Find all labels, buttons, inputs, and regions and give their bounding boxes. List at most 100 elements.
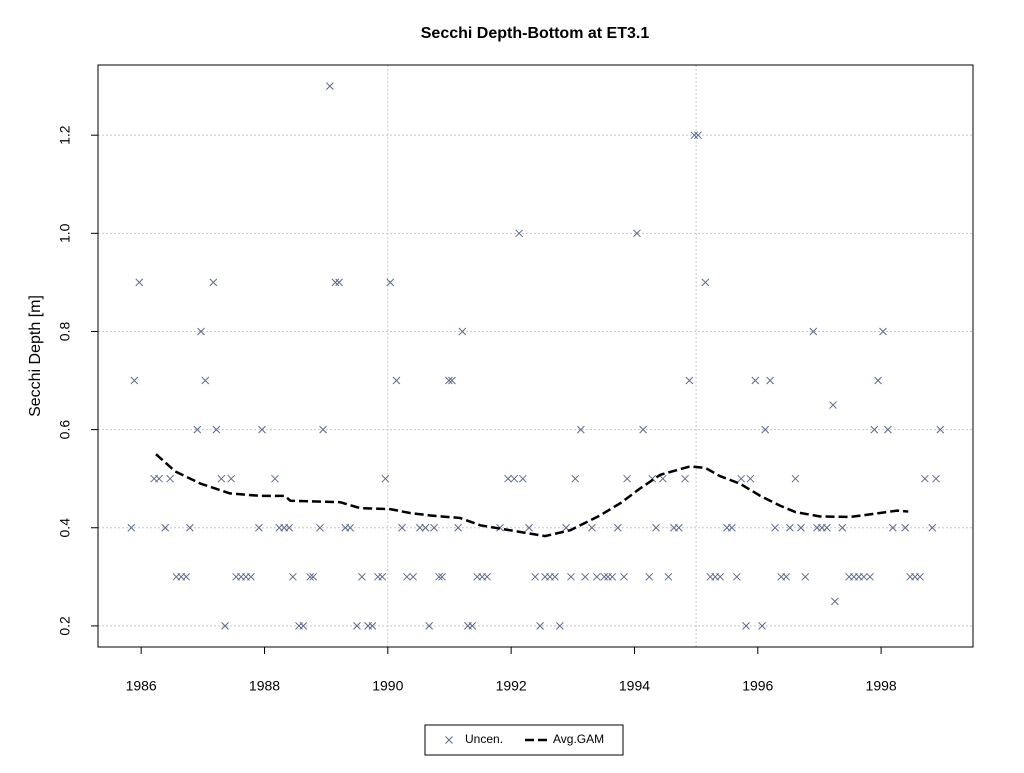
data-point xyxy=(155,474,163,483)
data-point xyxy=(870,425,879,434)
data-point xyxy=(664,572,673,581)
data-point xyxy=(458,327,467,336)
data-point xyxy=(381,474,390,483)
data-point xyxy=(681,474,689,483)
data-point xyxy=(325,82,334,90)
data-point xyxy=(271,474,279,483)
data-point xyxy=(645,572,654,581)
legend-box xyxy=(424,724,624,756)
data-point xyxy=(445,376,453,385)
x-tick-label: 1996 xyxy=(742,678,773,694)
data-point xyxy=(860,572,868,581)
data-point xyxy=(416,523,424,532)
data-point xyxy=(331,278,340,287)
data-point xyxy=(130,376,139,385)
data-point xyxy=(217,474,226,483)
data-point xyxy=(732,572,741,581)
data-point xyxy=(675,523,683,532)
y-tick-label: 1.0 xyxy=(57,223,73,243)
data-point xyxy=(519,474,527,483)
data-point xyxy=(866,572,874,581)
x-tick-label: 1998 xyxy=(866,678,897,694)
data-point xyxy=(525,523,533,532)
y-tick-label: 1.2 xyxy=(57,125,73,145)
data-point xyxy=(751,376,760,385)
data-point xyxy=(335,278,343,287)
data-point xyxy=(247,572,255,581)
data-point xyxy=(166,474,174,483)
data-point xyxy=(454,523,462,532)
data-point xyxy=(468,622,477,630)
data-point xyxy=(829,401,837,409)
data-point xyxy=(571,474,580,483)
data-point xyxy=(761,425,770,434)
x-tick-label: 1990 xyxy=(372,678,403,694)
data-point xyxy=(368,622,377,630)
data-point xyxy=(766,376,774,385)
data-point xyxy=(193,425,202,434)
data-point xyxy=(504,474,512,483)
data-point xyxy=(694,131,702,140)
data-point xyxy=(353,622,361,630)
data-point xyxy=(161,523,170,532)
legend: Uncen. Avg.GAM xyxy=(424,724,624,756)
data-point xyxy=(581,572,589,581)
data-point xyxy=(299,622,308,630)
data-point xyxy=(758,622,766,630)
data-point xyxy=(483,572,491,581)
data-point xyxy=(403,572,411,581)
data-point xyxy=(346,523,355,532)
data-point xyxy=(823,523,831,532)
data-point xyxy=(386,278,395,287)
data-point xyxy=(536,622,544,630)
data-point xyxy=(879,327,887,336)
data-point xyxy=(576,425,585,434)
data-point xyxy=(874,376,882,385)
x-tick-label: 1986 xyxy=(126,678,157,694)
data-point xyxy=(797,523,805,532)
data-point xyxy=(285,523,294,532)
data-point xyxy=(556,622,564,630)
legend-label: Uncen. xyxy=(465,732,503,746)
data-point xyxy=(135,278,144,287)
y-tick-label: 0.6 xyxy=(57,420,73,440)
data-point xyxy=(623,474,631,483)
data-point xyxy=(728,523,736,532)
data-point xyxy=(716,572,725,581)
data-point xyxy=(809,327,818,336)
data-point xyxy=(746,474,755,483)
data-point xyxy=(613,523,622,532)
data-point xyxy=(658,474,667,483)
data-point xyxy=(255,523,263,532)
data-point xyxy=(309,572,318,581)
data-point xyxy=(701,278,710,287)
data-point xyxy=(801,572,810,581)
data-point xyxy=(901,523,910,532)
data-point xyxy=(258,425,266,434)
chart-title: Secchi Depth-Bottom at ET3.1 xyxy=(421,25,650,42)
data-point xyxy=(201,376,210,385)
data-point xyxy=(398,523,406,532)
legend-marker xyxy=(445,736,453,744)
data-point xyxy=(690,131,699,140)
data-point xyxy=(551,572,559,581)
data-point xyxy=(771,523,779,532)
data-point xyxy=(209,278,218,287)
data-point xyxy=(932,474,940,483)
data-point xyxy=(884,425,892,434)
y-tick-label: 0.8 xyxy=(57,322,73,342)
data-point xyxy=(186,523,194,532)
data-point xyxy=(916,572,924,581)
data-point xyxy=(319,425,327,434)
data-point xyxy=(221,622,229,630)
data-point xyxy=(409,572,417,581)
data-point xyxy=(936,425,945,434)
data-point xyxy=(378,572,387,581)
data-point xyxy=(888,523,897,532)
data-point xyxy=(448,376,456,385)
data-point xyxy=(438,572,446,581)
data-point xyxy=(531,572,540,581)
data-point xyxy=(227,474,236,483)
data-point xyxy=(782,572,791,581)
